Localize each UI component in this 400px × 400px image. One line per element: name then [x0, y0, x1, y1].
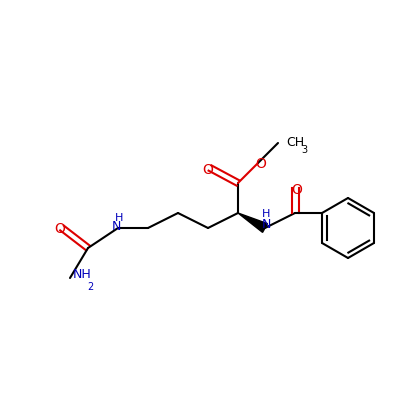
Text: O: O [256, 157, 266, 171]
Text: NH: NH [73, 268, 92, 282]
Text: H: H [115, 213, 123, 223]
Text: 3: 3 [301, 145, 307, 155]
Text: O: O [54, 222, 66, 236]
Polygon shape [238, 213, 268, 232]
Text: N: N [111, 220, 121, 232]
Text: N: N [261, 218, 271, 232]
Text: O: O [292, 183, 302, 197]
Text: H: H [262, 209, 270, 219]
Text: O: O [202, 163, 214, 177]
Text: 2: 2 [87, 282, 93, 292]
Text: CH: CH [286, 136, 304, 150]
